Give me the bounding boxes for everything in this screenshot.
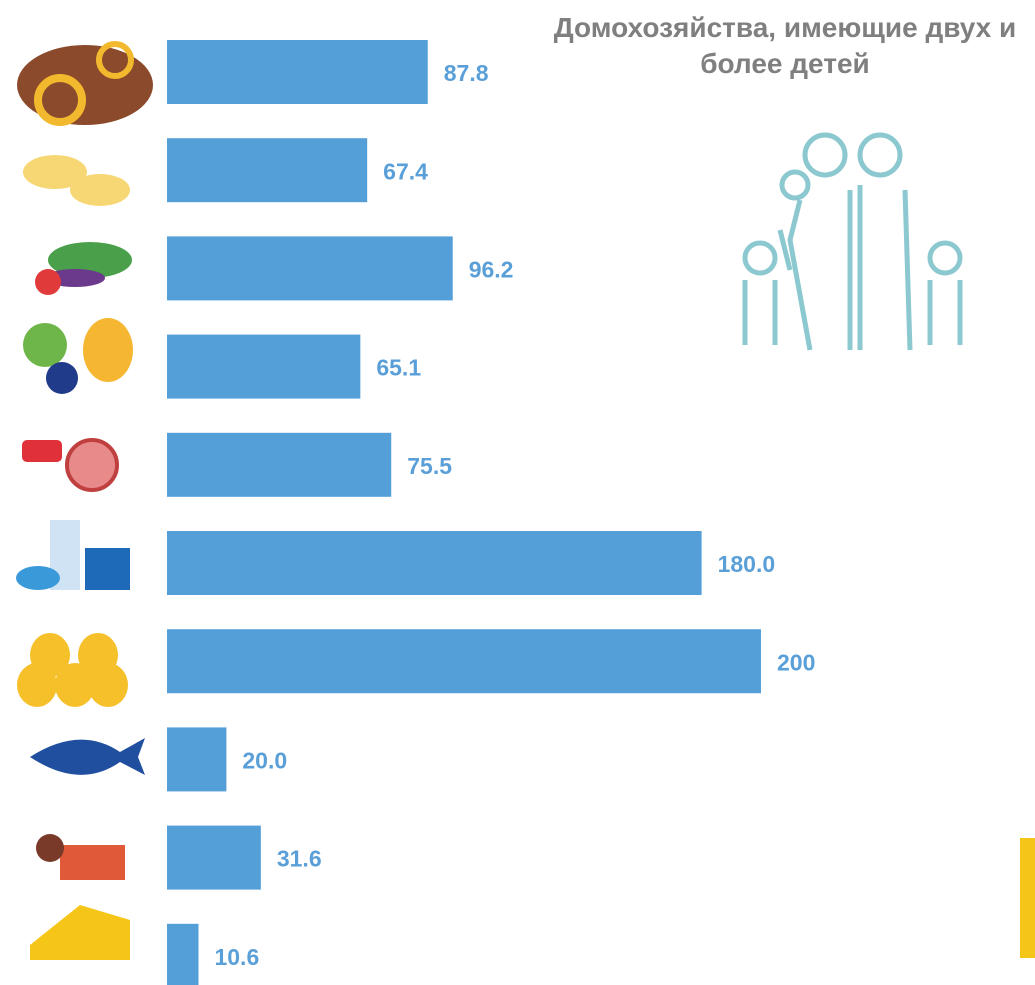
value-label: 96.2 [469,256,514,282]
value-label: 87.8 [444,60,489,86]
dessert-icon [36,834,64,862]
chart: 87.8 67.4 96.2 65.1 75.5 180.0 200 20.0 31.6 10.6 [0,0,1035,985]
bar [167,924,198,985]
value-label: 20.0 [242,747,287,773]
sausage-icon [22,440,62,462]
dairy-box-icon [85,548,130,590]
value-label: 65.1 [376,355,421,381]
apple-icon [23,323,67,367]
grapes-icon [46,362,78,394]
bar [167,138,367,202]
bar [167,531,702,595]
cheese-icon [30,905,130,960]
bar [167,826,261,890]
value-label: 31.6 [277,846,322,872]
bar [167,236,453,300]
family-icon [745,135,960,350]
eggs-icon [17,633,128,707]
bar [167,335,360,399]
value-label: 180.0 [718,551,776,577]
pear-icon [83,318,133,382]
bar [167,727,226,791]
value-label: 200 [777,649,815,675]
meat-icon [67,440,117,490]
chart-title: Домохозяйства, имеющие двух и более дете… [545,10,1025,82]
bowl-icon [16,566,60,590]
infographic: 87.8 67.4 96.2 65.1 75.5 180.0 200 20.0 31.6 10.6… [0,0,1035,985]
bar [167,433,391,497]
value-label: 67.4 [383,158,428,184]
fish-icon [30,738,145,775]
bar [167,40,428,104]
icons [16,44,153,960]
cake-icon [60,845,125,880]
tomato-icon [35,269,61,295]
decor-bar [1020,838,1035,958]
value-label: 75.5 [407,453,452,479]
bar [167,629,761,693]
value-label: 10.6 [214,944,259,970]
potato-icon [70,174,130,206]
